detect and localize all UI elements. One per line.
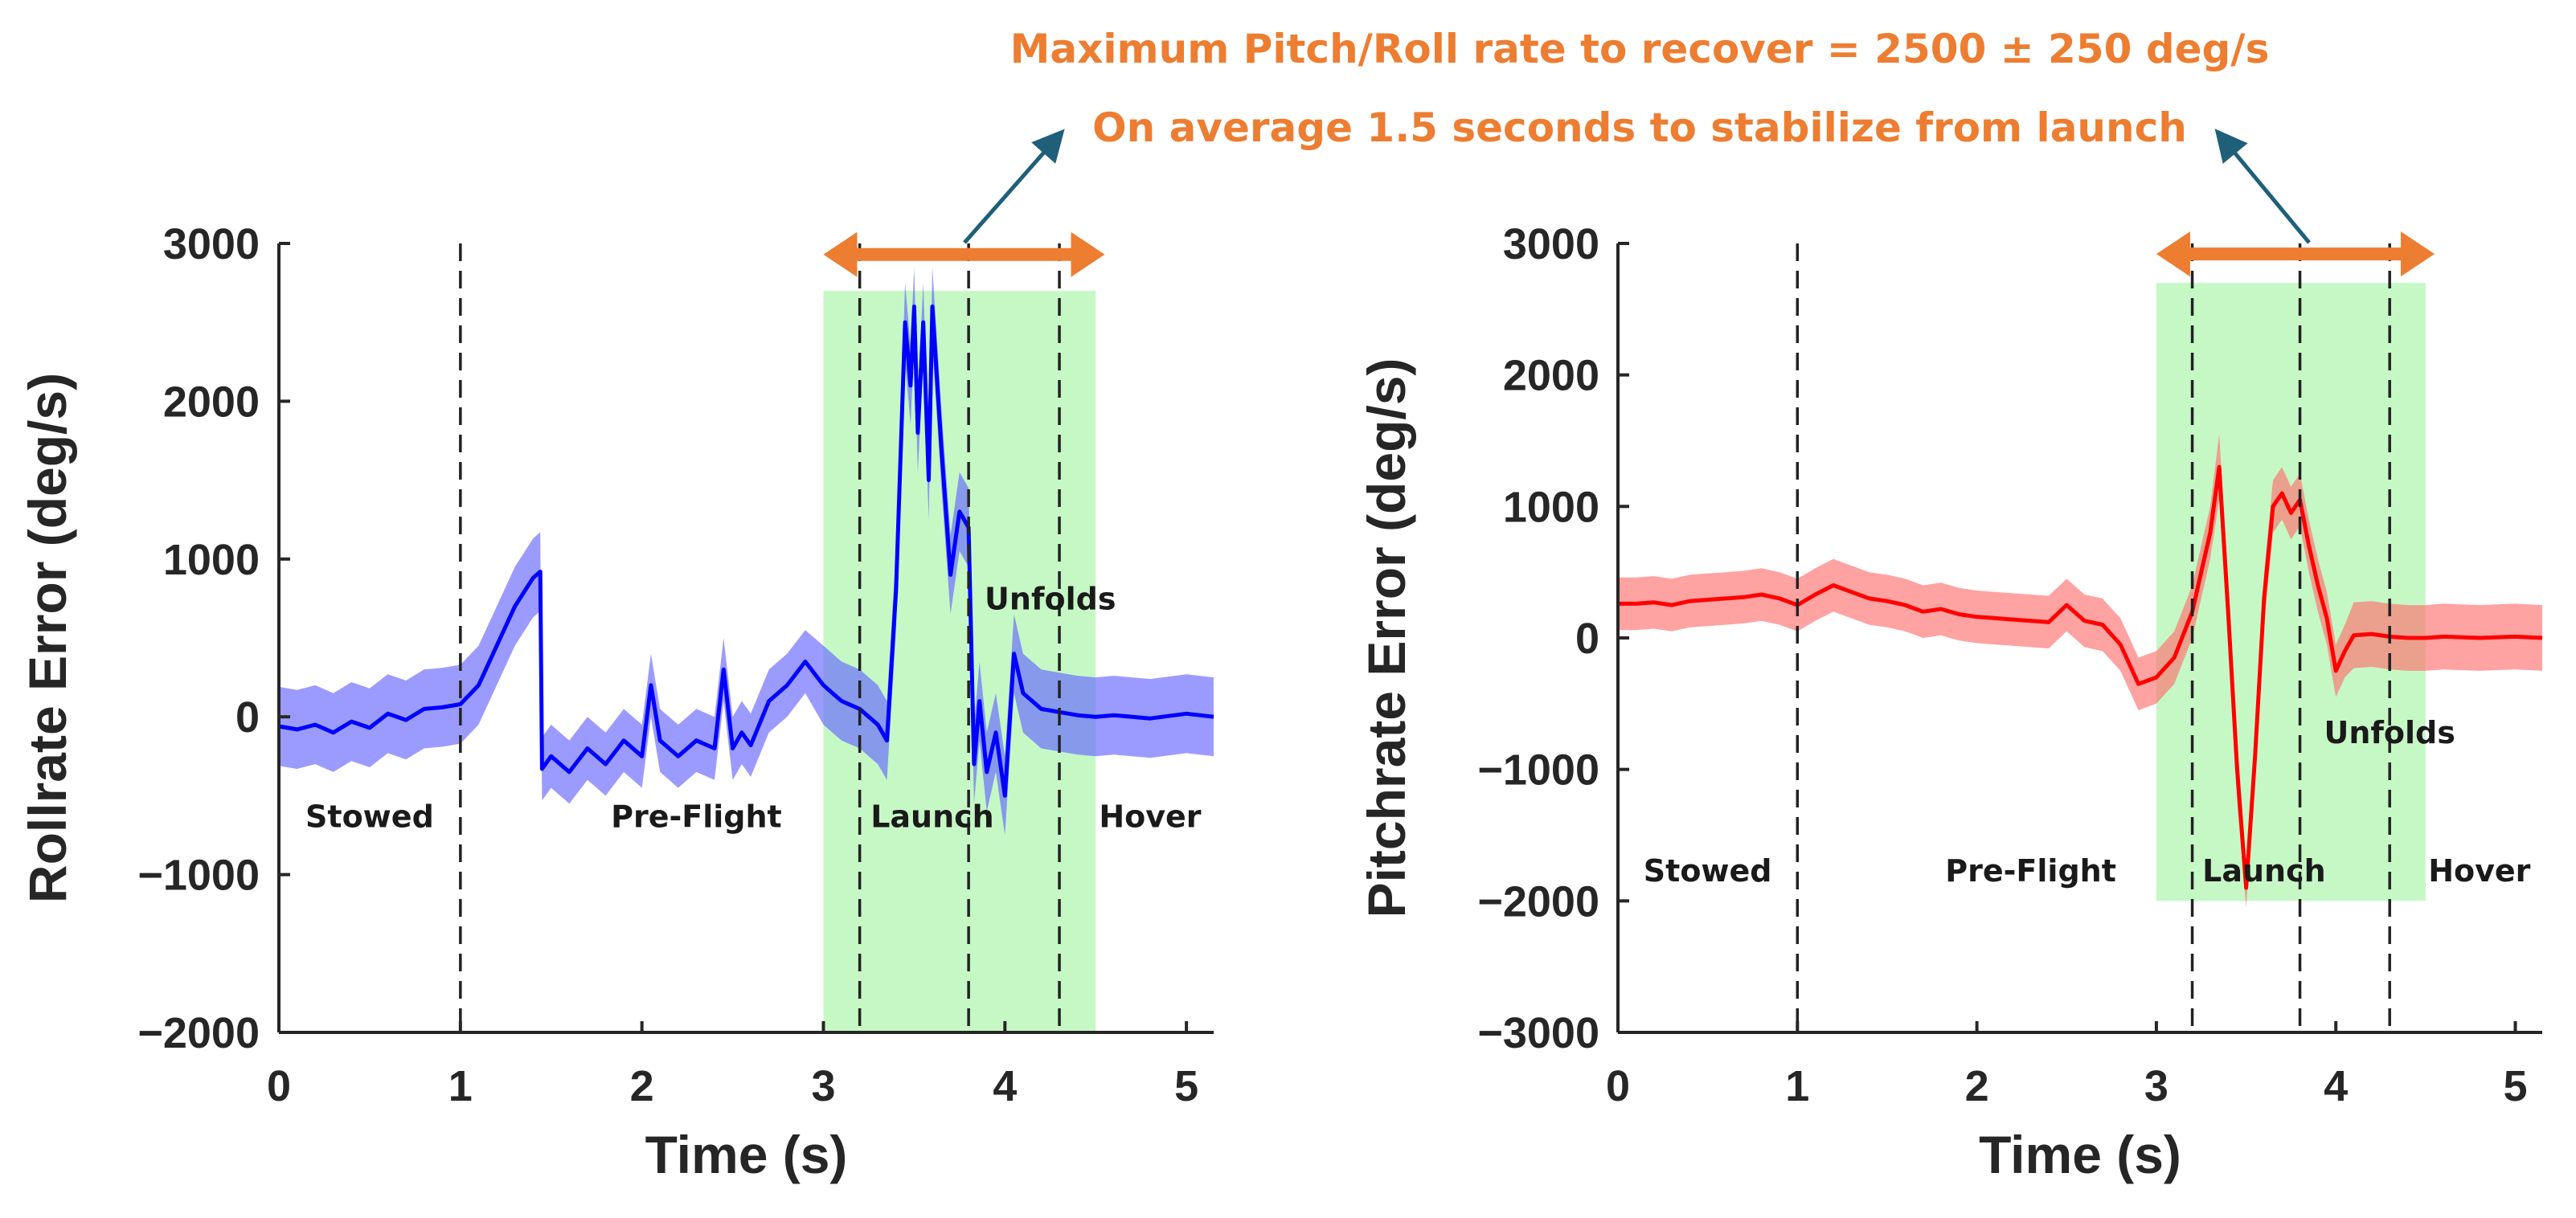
annotation-max-rate: Maximum Pitch/Roll rate to recover = 250…: [1010, 26, 2270, 72]
roll-x-tick-label: 1: [448, 1062, 473, 1110]
pitch-x-axis-label: Time (s): [1979, 1125, 2181, 1184]
pitch-x-tick-label: 4: [2324, 1062, 2348, 1110]
roll-confidence-band: [279, 267, 1214, 836]
pitch-x-tick-label: 2: [1965, 1062, 1989, 1110]
rollrate-chart: −2000 −1000 0 1000 2000 3000 0 1 2 3 4 5 Time (s) Rol…: [18, 220, 1214, 1184]
pitch-x-tick-label: 5: [2503, 1062, 2527, 1110]
roll-highlight-region: [823, 290, 1096, 1032]
roll-x-axis-label: Time (s): [645, 1125, 848, 1184]
pitch-phase-label: Pre-Flight: [1945, 853, 2116, 889]
callout-arrow-left: [963, 129, 1065, 244]
roll-y-tick-label: 2000: [163, 378, 260, 426]
roll-phase-label: Pre-Flight: [611, 799, 782, 835]
pitch-span-arrow-head-left: [2156, 231, 2190, 277]
roll-y-tick-label: 1000: [163, 536, 260, 584]
pitch-series-line: [1618, 464, 2543, 890]
roll-y-tick-label: 0: [235, 693, 260, 742]
roll-x-tick-label: 0: [267, 1062, 291, 1110]
roll-phase-label: Launch: [870, 799, 994, 835]
pitch-y-axis-label: Pitchrate Error (deg/s): [1357, 358, 1416, 918]
annotation-stabilize-time: On average 1.5 seconds to stabilize from…: [1092, 104, 2187, 151]
pitch-x-tick-label: 3: [2144, 1062, 2169, 1110]
pitch-y-tick-label: 1000: [1503, 483, 1599, 531]
roll-x-tick-label: 4: [993, 1062, 1017, 1110]
callout-arrow-right: [2214, 129, 2311, 244]
pitch-phase-label: Stowed: [1644, 853, 1772, 889]
pitch-y-tick-label: −2000: [1477, 877, 1599, 926]
pitch-phase-label: Hover: [2428, 853, 2530, 889]
pitch-y-tick-label: −1000: [1477, 746, 1599, 795]
roll-y-tick-label: −2000: [137, 1009, 260, 1057]
roll-series-line: [278, 304, 1214, 798]
roll-phase-label: Stowed: [305, 799, 434, 835]
pitch-y-tick-label: 2000: [1503, 352, 1599, 400]
roll-y-tick-label: −1000: [137, 852, 260, 900]
roll-y-axis-label: Rollrate Error (deg/s): [18, 373, 77, 903]
roll-span-arrow-head-right: [1071, 231, 1105, 277]
roll-x-tick-label: 2: [630, 1062, 654, 1110]
roll-y-tick-label: 3000: [163, 220, 260, 268]
roll-x-tick-label: 5: [1174, 1062, 1198, 1110]
pitch-span-arrow-head-right: [2401, 231, 2435, 277]
pitch-x-tick-label: 0: [1606, 1062, 1630, 1110]
pitch-phase-label: Unfolds: [2324, 715, 2455, 750]
roll-phase-label: Unfolds: [985, 582, 1116, 617]
roll-phase-label: Hover: [1099, 799, 1201, 835]
pitch-x-tick-label: 1: [1785, 1062, 1809, 1110]
pitch-phase-label: Launch: [2202, 853, 2326, 889]
pitch-y-tick-label: 0: [1575, 615, 1599, 663]
roll-x-tick-label: 3: [811, 1062, 835, 1110]
pitch-y-tick-label: 3000: [1503, 220, 1599, 268]
roll-span-arrow-head-left: [823, 231, 858, 277]
pitch-y-tick-label: −3000: [1477, 1009, 1599, 1057]
pitchrate-chart: −3000 −2000 −1000 0 1000 2000 3000 0 1 2 3 4 5 Time (…: [1357, 220, 2543, 1184]
